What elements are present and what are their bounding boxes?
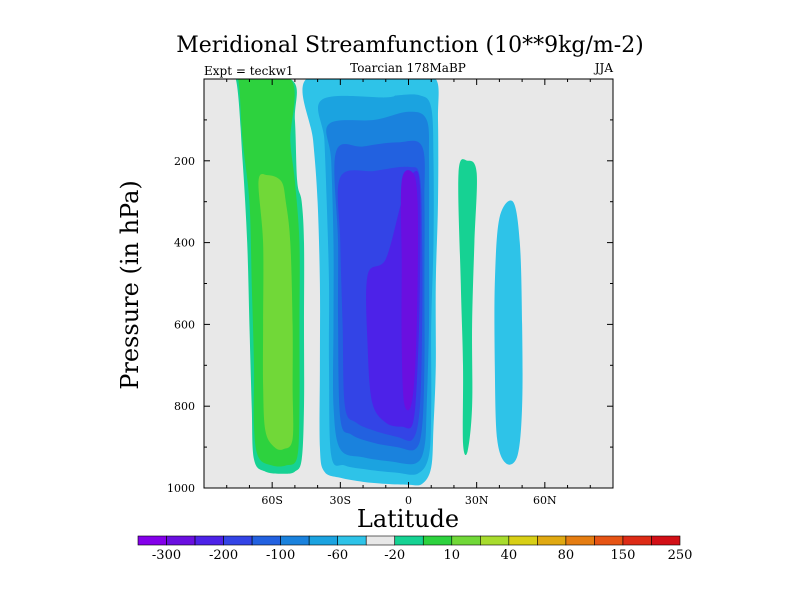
nh-cell-50n (494, 200, 523, 465)
tropics-cell-level-7 (400, 170, 419, 411)
colorbar-swatch (565, 535, 595, 546)
colorbar-label: -200 (209, 548, 238, 563)
colorbar-swatch (280, 535, 310, 546)
colorbar-swatch (308, 535, 338, 546)
colorbar-swatch (537, 535, 567, 546)
colorbar-label: -100 (266, 548, 295, 563)
y-tick-label: 1000 (167, 482, 195, 495)
y-axis: 200 400 600 800 1000 (167, 119, 613, 495)
colorbar-label: -300 (152, 548, 181, 563)
colorbar-label: 80 (558, 548, 575, 563)
colorbar-label: -20 (384, 548, 405, 563)
colorbar-label: 150 (611, 548, 636, 563)
colorbar-label: 10 (444, 548, 461, 563)
colorbar-swatch (508, 535, 538, 546)
x-axis-label: Latitude (357, 505, 459, 533)
sh-cell-level-3 (258, 173, 294, 450)
x-tick-label: 30S (330, 494, 352, 507)
x-tick-label: 60N (533, 494, 557, 507)
colorbar-swatch (394, 535, 424, 546)
colorbar: -300 -200 -100 -60 -20 10 40 80 150 250 (137, 535, 693, 563)
y-tick-label: 800 (174, 400, 195, 413)
colorbar-swatch (651, 535, 681, 546)
colorbar-swatch (194, 535, 224, 546)
x-axis: 60S 30S 0 30N 60N (226, 79, 591, 507)
season-label: JJA (593, 61, 614, 75)
colorbar-label: -60 (327, 548, 348, 563)
colorbar-swatch (594, 535, 624, 546)
colorbar-swatch (451, 535, 481, 546)
x-tick-label: 0 (405, 494, 412, 507)
colorbar-swatch (337, 535, 367, 546)
colorbar-swatch (223, 535, 253, 546)
y-axis-label: Pressure (in hPa) (116, 180, 144, 390)
colorbar-swatch (622, 535, 652, 546)
colorbar-swatch (480, 535, 510, 546)
colorbar-swatch (166, 535, 196, 546)
colorbar-swatch (137, 535, 167, 546)
experiment-label: Expt = teckw1 (204, 64, 294, 78)
contour-layer (222, 79, 523, 486)
colorbar-label: 40 (501, 548, 518, 563)
x-tick-label: 30N (465, 494, 489, 507)
period-label: Toarcian 178MaBP (350, 61, 466, 75)
y-tick-label: 200 (174, 155, 195, 168)
y-tick-label: 600 (174, 318, 195, 331)
nh-band-30n (458, 159, 477, 456)
colorbar-swatch (422, 535, 453, 546)
y-tick-label: 400 (174, 237, 195, 250)
x-tick-label: 60S (261, 494, 283, 507)
colorbar-swatch (365, 535, 396, 546)
chart-title: Meridional Streamfunction (10**9kg/m-2) (176, 33, 644, 58)
colorbar-label: 250 (668, 548, 693, 563)
colorbar-swatch (251, 535, 281, 546)
